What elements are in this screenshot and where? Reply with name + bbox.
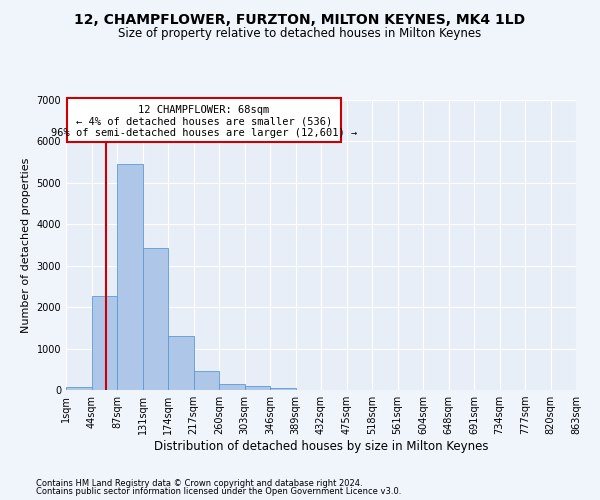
Text: Size of property relative to detached houses in Milton Keynes: Size of property relative to detached ho… (118, 28, 482, 40)
Bar (143, 248, 168, 390)
Text: 12, CHAMPFLOWER, FURZTON, MILTON KEYNES, MK4 1LD: 12, CHAMPFLOWER, FURZTON, MILTON KEYNES,… (74, 12, 526, 26)
Bar (245, 386, 270, 390)
Y-axis label: Number of detached properties: Number of detached properties (21, 158, 31, 332)
Text: Contains public sector information licensed under the Open Government Licence v3: Contains public sector information licen… (36, 487, 401, 496)
Bar (117, 164, 143, 390)
Text: ← 4% of detached houses are smaller (536): ← 4% of detached houses are smaller (536… (76, 116, 332, 126)
Bar (219, 384, 245, 390)
Bar (168, 336, 193, 390)
Bar (270, 388, 296, 390)
Bar (66, 386, 91, 390)
Text: Contains HM Land Registry data © Crown copyright and database right 2024.: Contains HM Land Registry data © Crown c… (36, 478, 362, 488)
Bar (193, 371, 219, 390)
Text: 96% of semi-detached houses are larger (12,601) →: 96% of semi-detached houses are larger (… (51, 128, 357, 138)
X-axis label: Distribution of detached houses by size in Milton Keynes: Distribution of detached houses by size … (154, 440, 488, 453)
Bar (67, 98, 341, 142)
Text: 12 CHAMPFLOWER: 68sqm: 12 CHAMPFLOWER: 68sqm (139, 106, 269, 116)
Bar (91, 296, 117, 390)
